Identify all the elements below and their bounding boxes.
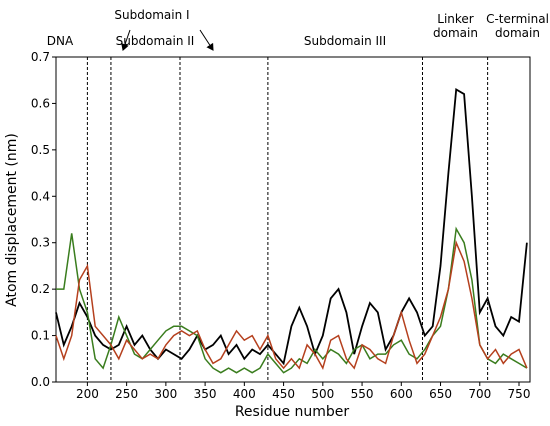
x-tick-label: 500 [311, 387, 334, 401]
x-axis-label: Residue number [235, 404, 350, 420]
y-tick-label: 0.2 [31, 282, 50, 296]
series-line [55, 88, 528, 366]
annotation: Subdomain III [303, 34, 387, 48]
x-tick-label: 350 [194, 387, 217, 401]
annotation: DNA [46, 34, 74, 48]
y-tick-label: 0.4 [31, 189, 50, 203]
series-line [55, 240, 528, 371]
x-tick-label: 700 [468, 387, 491, 401]
x-tick-label: 650 [429, 387, 452, 401]
x-tick-label: 200 [76, 387, 99, 401]
y-tick-label: 0.6 [31, 96, 50, 110]
x-tick-label: 450 [272, 387, 295, 401]
y-tick-label: 0.0 [31, 375, 50, 389]
annotation: Linker domain [433, 12, 478, 40]
annotation: Subdomain I [114, 8, 190, 22]
x-tick-label: 400 [233, 387, 256, 401]
annotation: Subdomain II [115, 34, 195, 48]
y-tick-label: 0.1 [31, 329, 50, 343]
y-tick-label: 0.3 [31, 236, 50, 250]
arrow [121, 29, 131, 51]
x-tick-label: 250 [115, 387, 138, 401]
y-tick-label: 0.5 [31, 143, 50, 157]
x-tick-label: 300 [154, 387, 177, 401]
series-line [56, 226, 528, 374]
x-tick-label: 550 [351, 387, 374, 401]
x-tick-label: 750 [508, 387, 531, 401]
arrow [199, 29, 214, 51]
annotation: C-terminal domain [486, 12, 549, 40]
y-axis-label: Atom displacement (nm) [4, 133, 20, 307]
plot-frame [55, 56, 531, 383]
y-tick-label: 0.7 [31, 50, 50, 64]
x-tick-label: 600 [390, 387, 413, 401]
